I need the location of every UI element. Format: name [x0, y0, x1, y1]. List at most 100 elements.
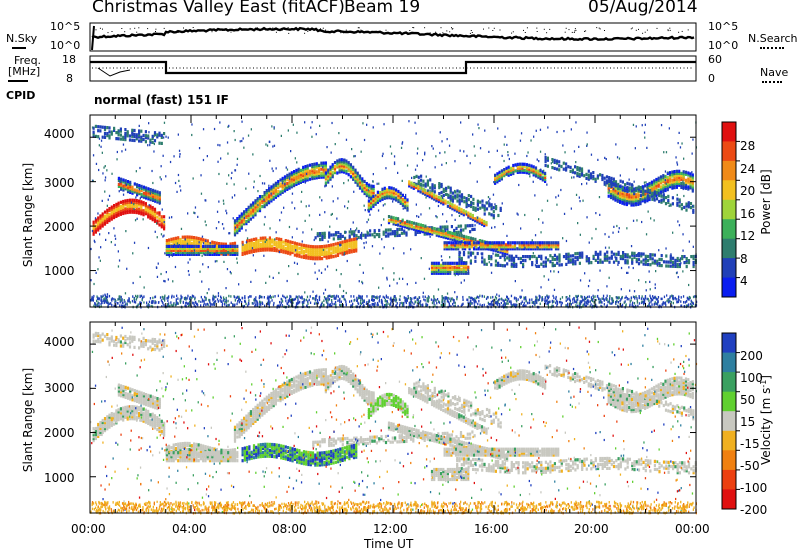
noise-cell [288, 177, 291, 180]
noise-cell [355, 176, 357, 179]
echo-cell [528, 163, 531, 167]
echo-cell [433, 227, 436, 231]
echo-cell [265, 197, 268, 201]
nsky-point [575, 29, 577, 31]
echo-cell [647, 262, 650, 267]
echo-cell [507, 173, 510, 177]
echo-cell [305, 250, 308, 254]
echo-cell [199, 241, 202, 245]
echo-cell [495, 207, 498, 211]
echo-cell [156, 219, 159, 223]
noise-cell [414, 229, 417, 232]
echo-cell [529, 247, 533, 251]
echo-cell [671, 178, 674, 182]
echo-cell [673, 174, 676, 178]
noise-cell [216, 260, 218, 263]
noise-cell [402, 277, 404, 280]
echo-cell [376, 198, 379, 202]
ground-scatter-cell [306, 304, 308, 308]
echo-cell [186, 250, 189, 254]
echo-cell [416, 230, 419, 234]
noise-cell [390, 152, 393, 155]
echo-cell [628, 197, 631, 201]
echo-cell [421, 187, 424, 191]
noise-cell [347, 179, 349, 182]
nsky-point [687, 29, 689, 31]
nsky-point [129, 28, 131, 30]
ground-scatter-cell [303, 298, 305, 301]
ground-scatter-cell [507, 299, 509, 303]
ground-scatter-cell [583, 295, 586, 299]
echo-cell [343, 168, 346, 172]
echo-cell [653, 192, 656, 196]
echo-cell [684, 172, 688, 176]
ground-scatter-cell [492, 295, 494, 299]
noise-cell [265, 281, 267, 284]
noise-cell [401, 179, 403, 182]
velocity-cbar-tick-15: 15 [740, 415, 756, 429]
nsky-point [469, 32, 471, 34]
echo-cell [671, 172, 674, 176]
echo-cell [264, 238, 267, 242]
echo-cell [355, 249, 358, 253]
ground-scatter-cell [254, 301, 256, 304]
echo-cell [151, 218, 154, 222]
echo-cell [634, 203, 638, 207]
echo-cell [653, 261, 656, 265]
echo-cell [341, 234, 344, 238]
echo-cell [417, 175, 420, 179]
echo-cell [678, 204, 681, 208]
noise-cell [682, 249, 684, 252]
echo-cell [671, 182, 674, 186]
noise-cell [377, 209, 380, 212]
echo-cell [195, 248, 198, 252]
nsky-point [314, 29, 316, 31]
noise-cell [488, 261, 490, 264]
echo-cell [554, 247, 558, 251]
echo-cell [233, 244, 237, 248]
echo-cell [257, 245, 260, 249]
echo-cell [396, 233, 399, 238]
noise-cell [343, 252, 346, 255]
noise-cell [411, 176, 413, 179]
echo-cell [451, 267, 454, 271]
echo-cell [453, 269, 456, 273]
noise-cell [379, 252, 381, 255]
echo-cell [683, 261, 686, 265]
echo-cell [649, 263, 652, 267]
echo-cell [274, 195, 277, 199]
xtick-0800: 08:00 [272, 522, 307, 536]
echo-cell [314, 255, 317, 259]
cpid-label: CPID [6, 89, 36, 102]
echo-cell [94, 220, 97, 224]
echo-cell [614, 182, 618, 186]
nsky-point [284, 28, 286, 30]
echo-cell [124, 185, 127, 189]
echo-cell [469, 212, 472, 216]
echo-cell [154, 191, 157, 195]
noise-cell [296, 161, 298, 164]
echo-cell [103, 210, 107, 214]
echo-cell [676, 201, 679, 205]
echo-cell [170, 250, 173, 254]
noise-cell [97, 212, 99, 215]
echo-cell [316, 245, 319, 249]
noise-cell [252, 254, 254, 257]
noise-cell [459, 251, 462, 254]
noise-cell [159, 176, 161, 179]
nsky-point [358, 27, 360, 29]
echo-cell [552, 245, 555, 249]
echo-cell [332, 249, 335, 253]
echo-cell [256, 205, 259, 209]
echo-cell [455, 263, 459, 267]
echo-cell [496, 178, 499, 182]
echo-cell [330, 243, 333, 247]
echo-cell [136, 191, 139, 195]
echo-cell [144, 130, 147, 134]
echo-cell [431, 183, 434, 187]
echo-cell [199, 237, 202, 241]
ground-scatter-cell [334, 297, 336, 300]
echo-cell [352, 241, 356, 245]
ground-scatter-cell [360, 299, 362, 302]
noise-cell [478, 127, 480, 130]
